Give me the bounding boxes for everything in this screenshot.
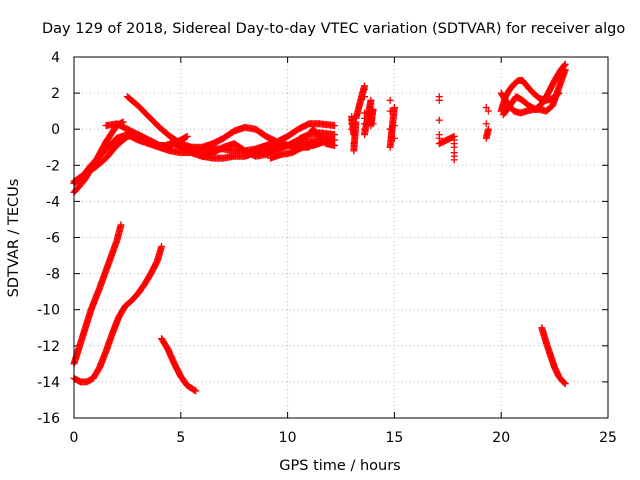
data-point (331, 122, 339, 130)
series-arc-b (70, 118, 127, 196)
series-arc-n (386, 93, 492, 164)
y-tick-label: -4 (46, 194, 60, 210)
data-point (450, 156, 458, 164)
data-point (390, 134, 398, 142)
y-tick-label: 0 (51, 122, 60, 138)
y-tick-label: 2 (51, 86, 60, 102)
x-tick-label: 10 (279, 430, 297, 446)
data-point (482, 104, 490, 112)
data-point (183, 132, 191, 140)
data-point (369, 105, 377, 113)
x-tick-label: 5 (176, 430, 185, 446)
chart-title: Day 129 of 2018, Sidereal Day-to-day VTE… (42, 21, 625, 37)
y-tick-label: 4 (51, 50, 60, 66)
y-tick-label: -10 (37, 303, 60, 319)
data-point (560, 379, 568, 387)
data-point (191, 386, 199, 394)
data-markers (70, 60, 569, 395)
y-tick-label: -14 (37, 375, 60, 391)
x-tick-label: 25 (599, 430, 617, 446)
data-point (367, 100, 375, 108)
data-point (117, 221, 125, 229)
data-point (561, 60, 569, 68)
x-tick-label: 15 (385, 430, 403, 446)
series-arc-m (348, 82, 377, 155)
series-arc-d (102, 120, 174, 151)
series-arc-k (70, 243, 166, 386)
y-tick-label: -12 (37, 339, 60, 355)
data-point (390, 122, 398, 130)
data-point (484, 107, 492, 115)
x-tick-label: 20 (492, 430, 510, 446)
data-point (360, 93, 368, 101)
y-tick-label: -6 (46, 231, 60, 247)
y-tick-label: -2 (46, 158, 60, 174)
data-point (561, 380, 569, 388)
x-axis-label: GPS time / hours (279, 458, 400, 474)
data-point (435, 96, 443, 104)
x-tick-label: 0 (70, 430, 79, 446)
y-axis-label: SDTVAR / TECUs (6, 179, 22, 298)
y-tick-label: -16 (37, 411, 60, 427)
plot-frame (73, 56, 609, 419)
data-point (158, 243, 166, 251)
data-point (435, 116, 443, 124)
data-point (482, 120, 490, 128)
data-point (360, 85, 368, 93)
data-point (386, 96, 394, 104)
series-arc-r (538, 324, 569, 388)
series-arc-l (158, 335, 200, 395)
data-point (331, 141, 339, 149)
data-point (192, 387, 200, 395)
data-point (390, 104, 398, 112)
y-tick-label: -8 (46, 267, 60, 283)
data-point (560, 61, 568, 69)
series-arc-i (288, 125, 339, 149)
series-arc-j (70, 221, 125, 368)
data-point (369, 120, 377, 128)
series-arc-q (499, 60, 569, 119)
data-point (484, 125, 492, 133)
